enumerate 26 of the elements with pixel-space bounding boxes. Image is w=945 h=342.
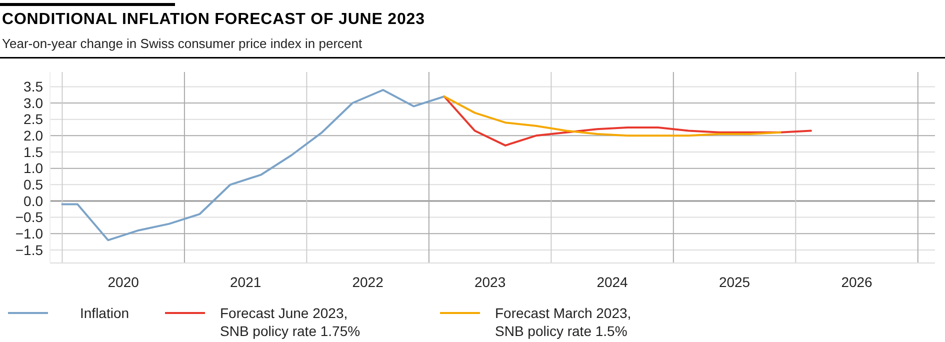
chart-subtitle: Year-on-year change in Swiss consumer price index in percent	[2, 36, 362, 51]
y-tick-label: −1.5	[15, 242, 44, 258]
x-tick-label: 2024	[596, 274, 628, 290]
y-tick-label: 1.0	[24, 160, 44, 176]
y-tick-label: 1.5	[24, 144, 44, 160]
y-tick-label: 0.0	[24, 192, 44, 209]
legend-label: Forecast June 2023, SNB policy rate 1.75%	[220, 305, 360, 339]
x-tick-label: 2020	[108, 274, 140, 290]
x-tick-label: 2023	[474, 274, 506, 290]
chart-title: CONDITIONAL INFLATION FORECAST OF JUNE 2023	[2, 11, 425, 28]
y-tick-label: 2.5	[24, 111, 44, 128]
y-tick-label: 3.5	[24, 78, 44, 95]
x-tick-label: 2022	[352, 274, 384, 290]
y-tick-label: 3.0	[24, 94, 44, 111]
y-tick-label: 2.0	[24, 128, 44, 144]
y-tick-label: −0.5	[15, 209, 44, 226]
legend-label: Forecast March 2023, SNB policy rate 1.5%	[495, 305, 632, 339]
line-series	[443, 95, 782, 137]
x-tick-label: 2021	[230, 274, 262, 290]
x-tick-label: 2026	[841, 274, 873, 290]
line-series	[443, 95, 812, 146]
legend-label: Inflation	[80, 305, 130, 321]
line-series	[61, 88, 446, 242]
y-tick-label: −1.0	[15, 226, 44, 242]
x-tick-label: 2025	[718, 274, 750, 290]
y-tick-label: 0.5	[24, 176, 44, 193]
